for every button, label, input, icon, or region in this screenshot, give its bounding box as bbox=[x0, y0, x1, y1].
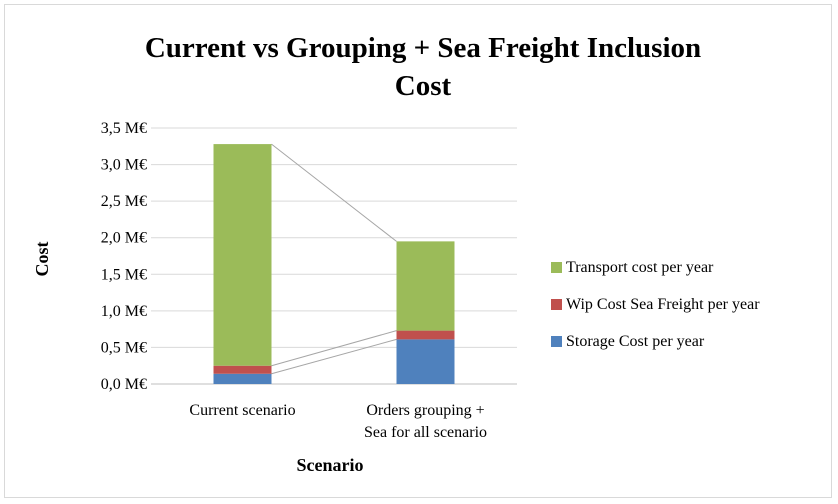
series-line bbox=[271, 330, 397, 367]
x-category-label: Sea for all scenario bbox=[364, 424, 487, 441]
legend-swatch bbox=[551, 299, 562, 310]
y-tick-label: 2,0 M€ bbox=[101, 230, 147, 247]
y-tick-label: 3,5 M€ bbox=[101, 120, 147, 137]
x-category-label: Orders grouping + bbox=[366, 402, 484, 419]
y-tick-label: 2,5 M€ bbox=[101, 193, 147, 210]
chart-title-line-1: Current vs Grouping + Sea Freight Inclus… bbox=[145, 32, 701, 64]
chart-title-line-2: Cost bbox=[395, 70, 452, 102]
y-tick-label: 0,0 M€ bbox=[101, 376, 147, 393]
legend-label: Wip Cost Sea Freight per year bbox=[566, 296, 760, 313]
legend-label: Transport cost per year bbox=[566, 259, 714, 276]
legend-swatch bbox=[551, 336, 562, 347]
y-tick-label: 3,0 M€ bbox=[101, 157, 147, 174]
y-tick-label: 1,0 M€ bbox=[101, 303, 147, 320]
y-tick-label: 0,5 M€ bbox=[101, 339, 147, 356]
bar-segment bbox=[396, 330, 455, 340]
bars bbox=[213, 144, 455, 384]
bar-segment bbox=[213, 373, 272, 384]
bar-segment bbox=[213, 144, 272, 366]
chart-frame: Current vs Grouping + Sea Freight Inclus… bbox=[4, 4, 832, 498]
bar-segment bbox=[396, 241, 455, 331]
series-connector-lines bbox=[271, 143, 397, 375]
gridlines bbox=[151, 127, 517, 385]
stacked-bar-chart: Current vs Grouping + Sea Freight Inclus… bbox=[32, 32, 760, 475]
legend: Transport cost per year Wip Cost Sea Frei… bbox=[551, 259, 760, 350]
chart-title: Current vs Grouping + Sea Freight Inclus… bbox=[145, 32, 701, 102]
y-axis-title: Cost bbox=[32, 241, 52, 276]
series-line bbox=[271, 143, 397, 242]
series-line bbox=[271, 338, 397, 375]
y-axis-tick-labels: 0,0 M€ 0,5 M€ 1,0 M€ 1,5 M€ 2,0 M€ 2,5 M€ 3,0 … bbox=[101, 120, 147, 393]
legend-swatch bbox=[551, 262, 562, 273]
bar-segment bbox=[396, 339, 455, 384]
x-category-label: Current scenario bbox=[189, 402, 295, 419]
bar-segment bbox=[213, 365, 272, 374]
x-axis-category-labels: Current scenario Orders grouping + Sea for… bbox=[189, 402, 487, 441]
legend-label: Storage Cost per year bbox=[566, 333, 705, 350]
y-tick-label: 1,5 M€ bbox=[101, 266, 147, 283]
x-axis-title: Scenario bbox=[297, 455, 364, 475]
